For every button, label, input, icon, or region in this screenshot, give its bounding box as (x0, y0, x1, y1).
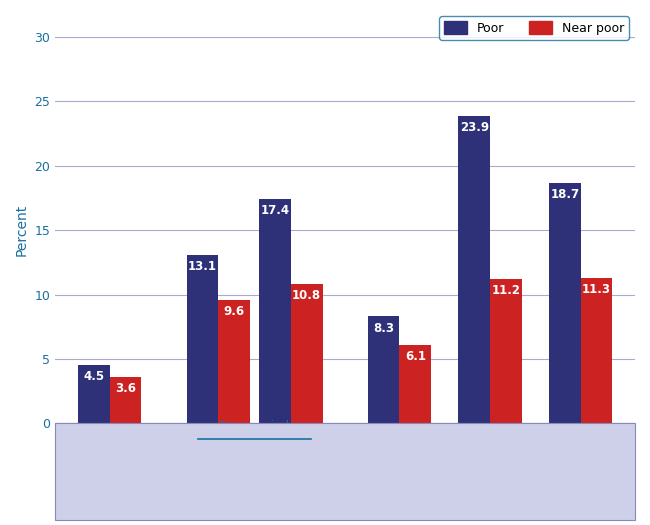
Legend: Poor, Near poor: Poor, Near poor (439, 16, 629, 40)
Text: 11.3: 11.3 (582, 283, 611, 296)
Text: Married
persons: Married persons (86, 430, 133, 458)
Bar (458, 116, 490, 423)
Text: Nonmarried: Nonmarried (220, 419, 289, 433)
Text: 4.5: 4.5 (83, 371, 105, 383)
Bar (490, 279, 522, 423)
Bar (291, 284, 322, 423)
Text: Black
alone: Black alone (474, 430, 506, 458)
Bar (78, 365, 110, 423)
Y-axis label: Percent: Percent (15, 204, 29, 256)
Text: 11.2: 11.2 (491, 284, 521, 297)
Bar (187, 255, 218, 423)
Text: 9.6: 9.6 (224, 305, 245, 318)
Bar (218, 300, 250, 423)
Text: 3.6: 3.6 (115, 382, 136, 395)
Text: White
alone: White alone (382, 430, 417, 458)
Bar (368, 317, 400, 423)
Text: Hispanic: Hispanic (556, 438, 606, 451)
Text: 8.3: 8.3 (373, 321, 394, 334)
Text: Men: Men (206, 438, 231, 451)
Text: 10.8: 10.8 (292, 289, 321, 302)
Bar (110, 377, 141, 423)
Bar (580, 278, 612, 423)
Text: 23.9: 23.9 (460, 121, 489, 134)
Text: 13.1: 13.1 (188, 260, 217, 273)
Text: Women: Women (268, 438, 313, 451)
Bar (400, 345, 431, 423)
Bar (549, 183, 580, 423)
Bar (259, 200, 291, 423)
Text: 17.4: 17.4 (261, 204, 289, 217)
Text: 18.7: 18.7 (551, 187, 579, 201)
Text: 6.1: 6.1 (405, 350, 426, 363)
